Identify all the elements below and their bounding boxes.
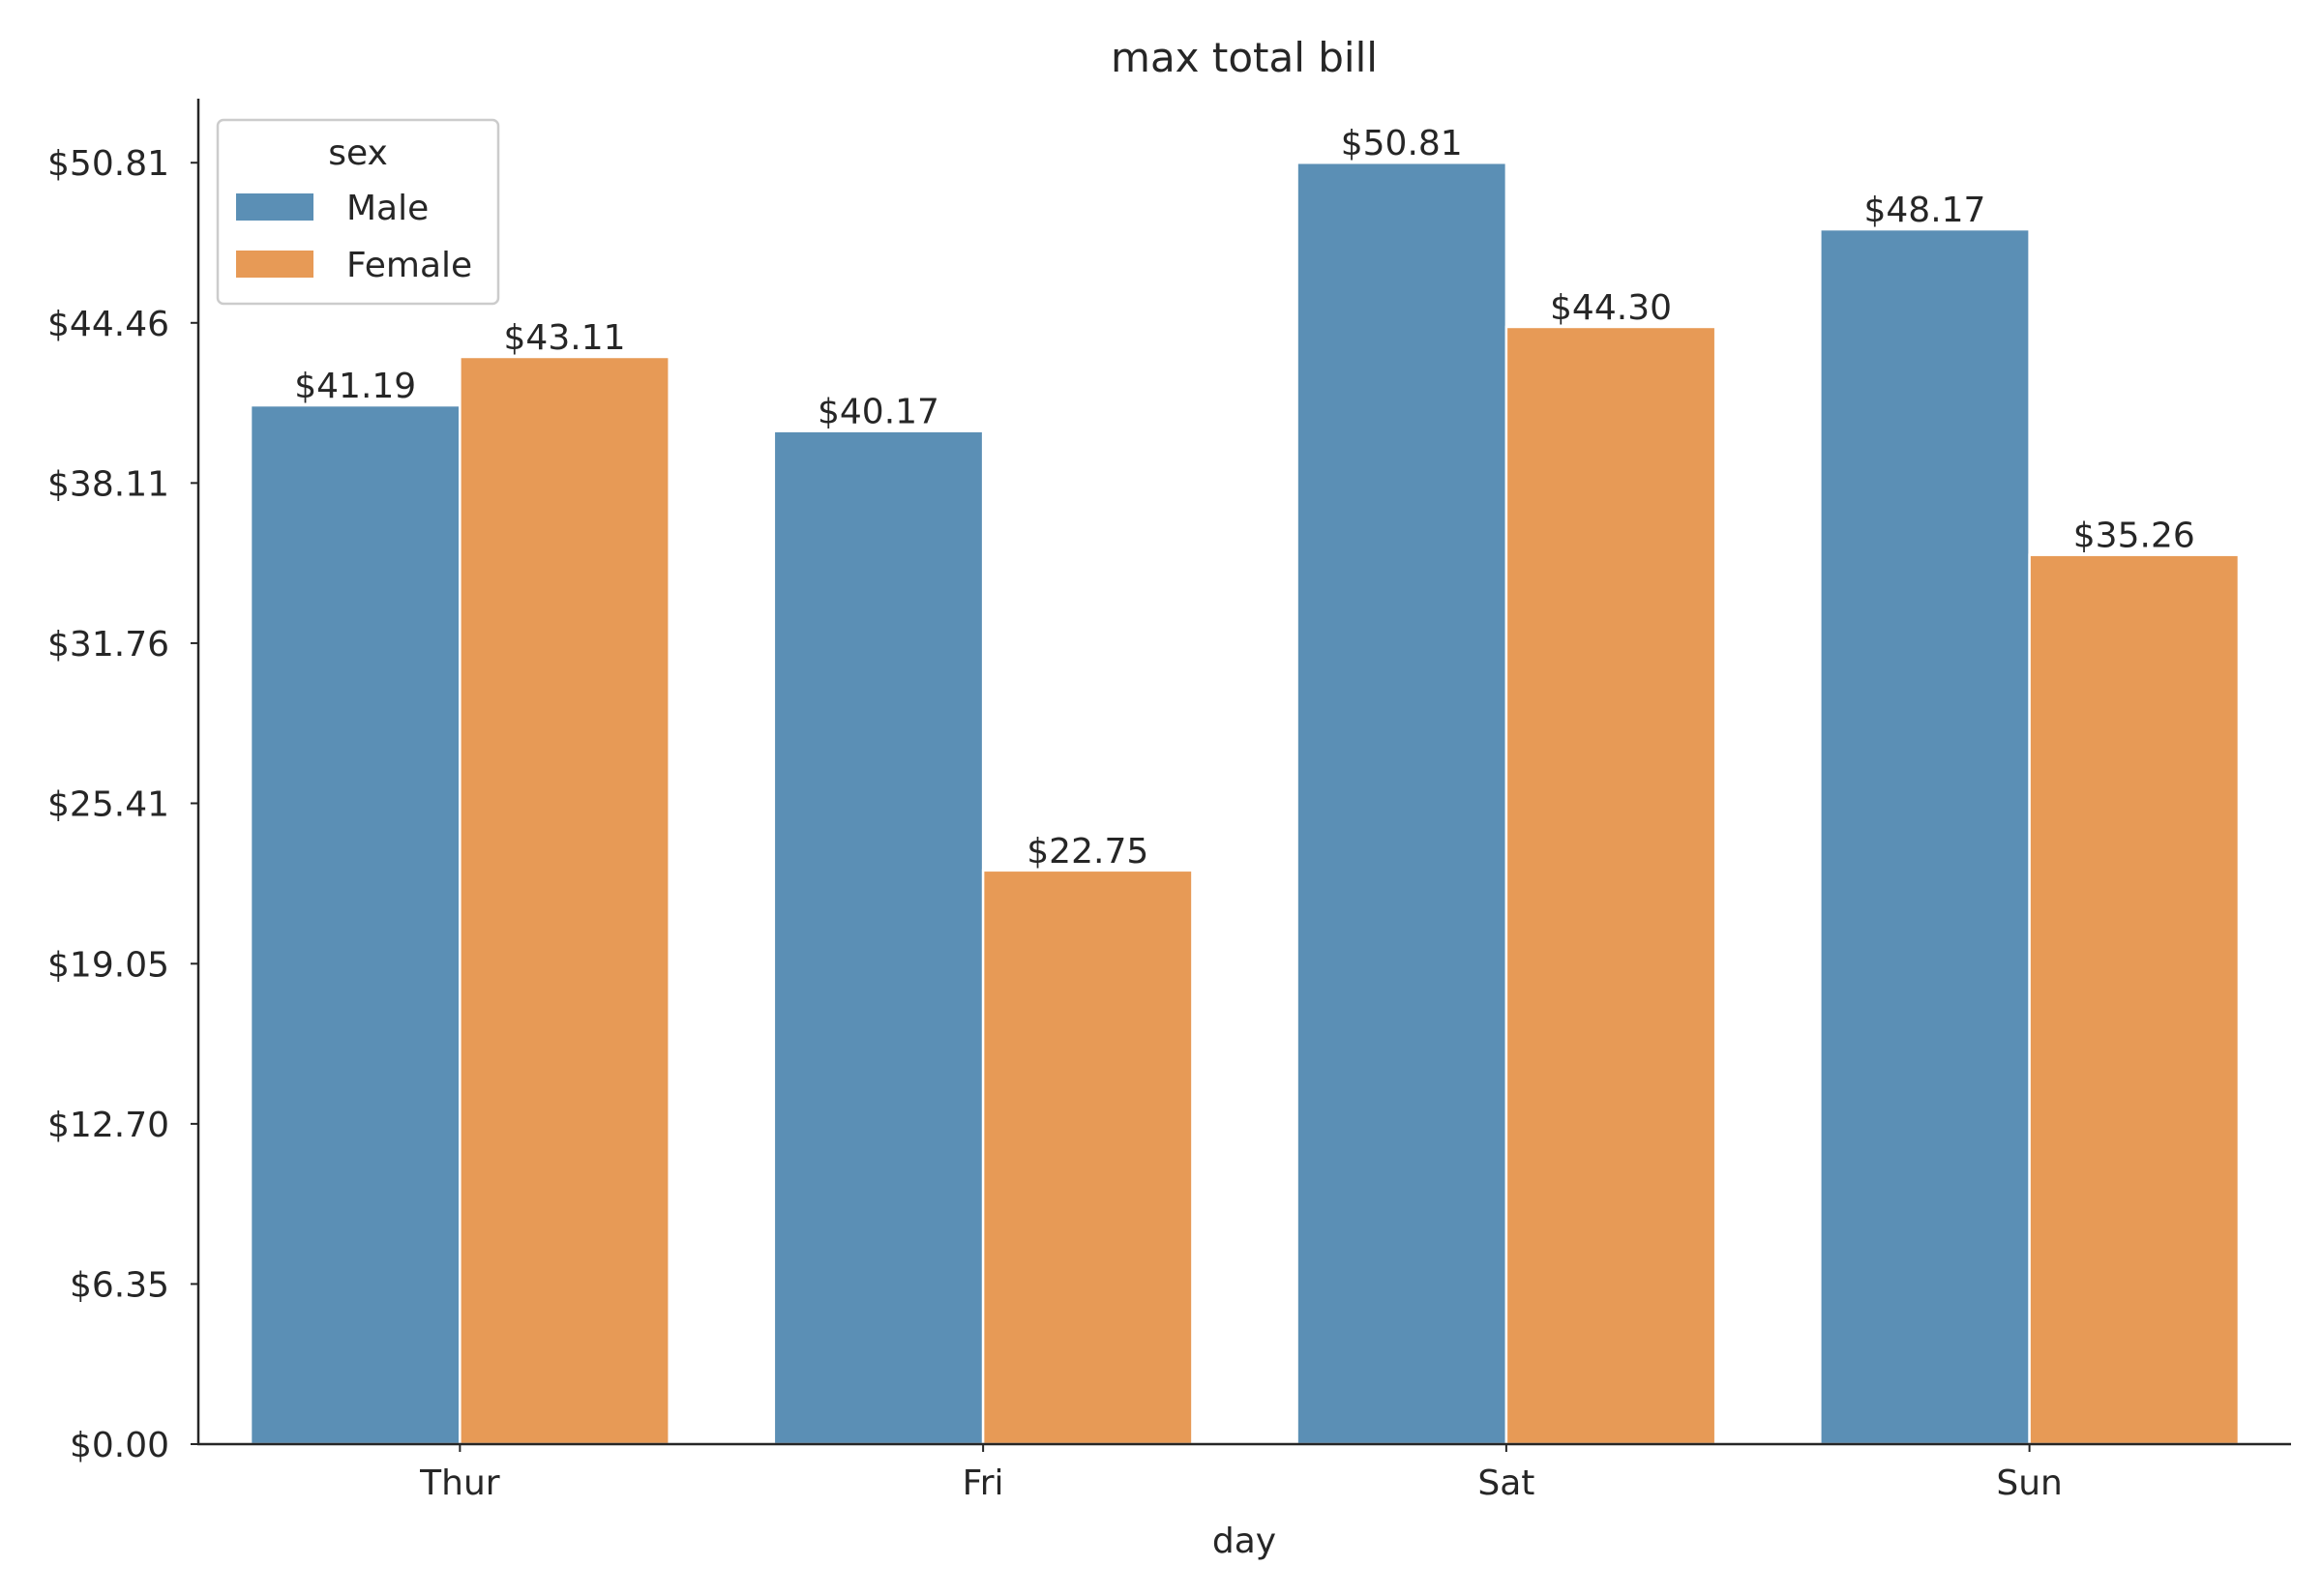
bar-male-sun — [1819, 227, 2031, 1446]
data-label-female-sun: $35.26 — [2073, 517, 2195, 556]
y-tick-label: $44.46 — [47, 305, 169, 344]
bar-female-thur — [459, 355, 670, 1446]
legend-swatch-male — [236, 193, 313, 221]
data-label-female-sat: $44.30 — [1550, 288, 1672, 328]
data-label-male-thur: $41.19 — [294, 367, 416, 406]
bar-female-sat — [1504, 325, 1717, 1446]
legend-label-male: Male — [346, 189, 429, 228]
y-tick-label: $25.41 — [47, 784, 169, 824]
y-tick-label: $0.00 — [70, 1426, 169, 1465]
x-tick-label-thur: Thur — [419, 1463, 500, 1503]
y-tick-label: $19.05 — [47, 945, 169, 985]
y-tick-label: $50.81 — [47, 144, 169, 184]
x-axis: Thur Fri Sat Sun — [197, 1442, 2291, 1503]
bar-male-fri — [772, 429, 985, 1446]
x-tick-label-sat: Sat — [1477, 1463, 1534, 1503]
data-label-male-sun: $48.17 — [1863, 191, 1985, 230]
x-axis-title: day — [1212, 1522, 1276, 1561]
y-axis: $0.00 $6.35 $12.70 $19.05 $25.41 $31.76 $38.11… — [47, 99, 200, 1465]
legend-label-female: Female — [346, 246, 472, 285]
data-label-female-thur: $43.11 — [504, 318, 626, 358]
bar-female-sun — [2028, 553, 2241, 1446]
y-tick-label: $6.35 — [70, 1265, 169, 1305]
x-tick-label-fri: Fri — [963, 1463, 1004, 1503]
bar-labels-group: $41.19 $43.11 $40.17 $22.75 $50.81 $44.30 $48.… — [294, 124, 2195, 872]
bars-group — [249, 161, 2241, 1446]
y-tick-label: $12.70 — [47, 1106, 169, 1145]
legend-title: sex — [328, 133, 388, 173]
bar-male-sat — [1295, 161, 1508, 1446]
bar-female-fri — [981, 869, 1194, 1446]
legend-swatch-female — [236, 251, 313, 278]
legend: sex Male Female — [216, 118, 500, 306]
y-tick-label: $31.76 — [47, 625, 169, 665]
y-tick-label: $38.11 — [47, 464, 169, 504]
data-label-male-sat: $50.81 — [1341, 124, 1463, 163]
data-label-female-fri: $22.75 — [1027, 832, 1148, 872]
bar-male-thur — [249, 403, 461, 1446]
chart-title: max total bill — [1111, 34, 1378, 81]
data-label-male-fri: $40.17 — [818, 393, 939, 432]
x-tick-label-sun: Sun — [1996, 1463, 2062, 1503]
